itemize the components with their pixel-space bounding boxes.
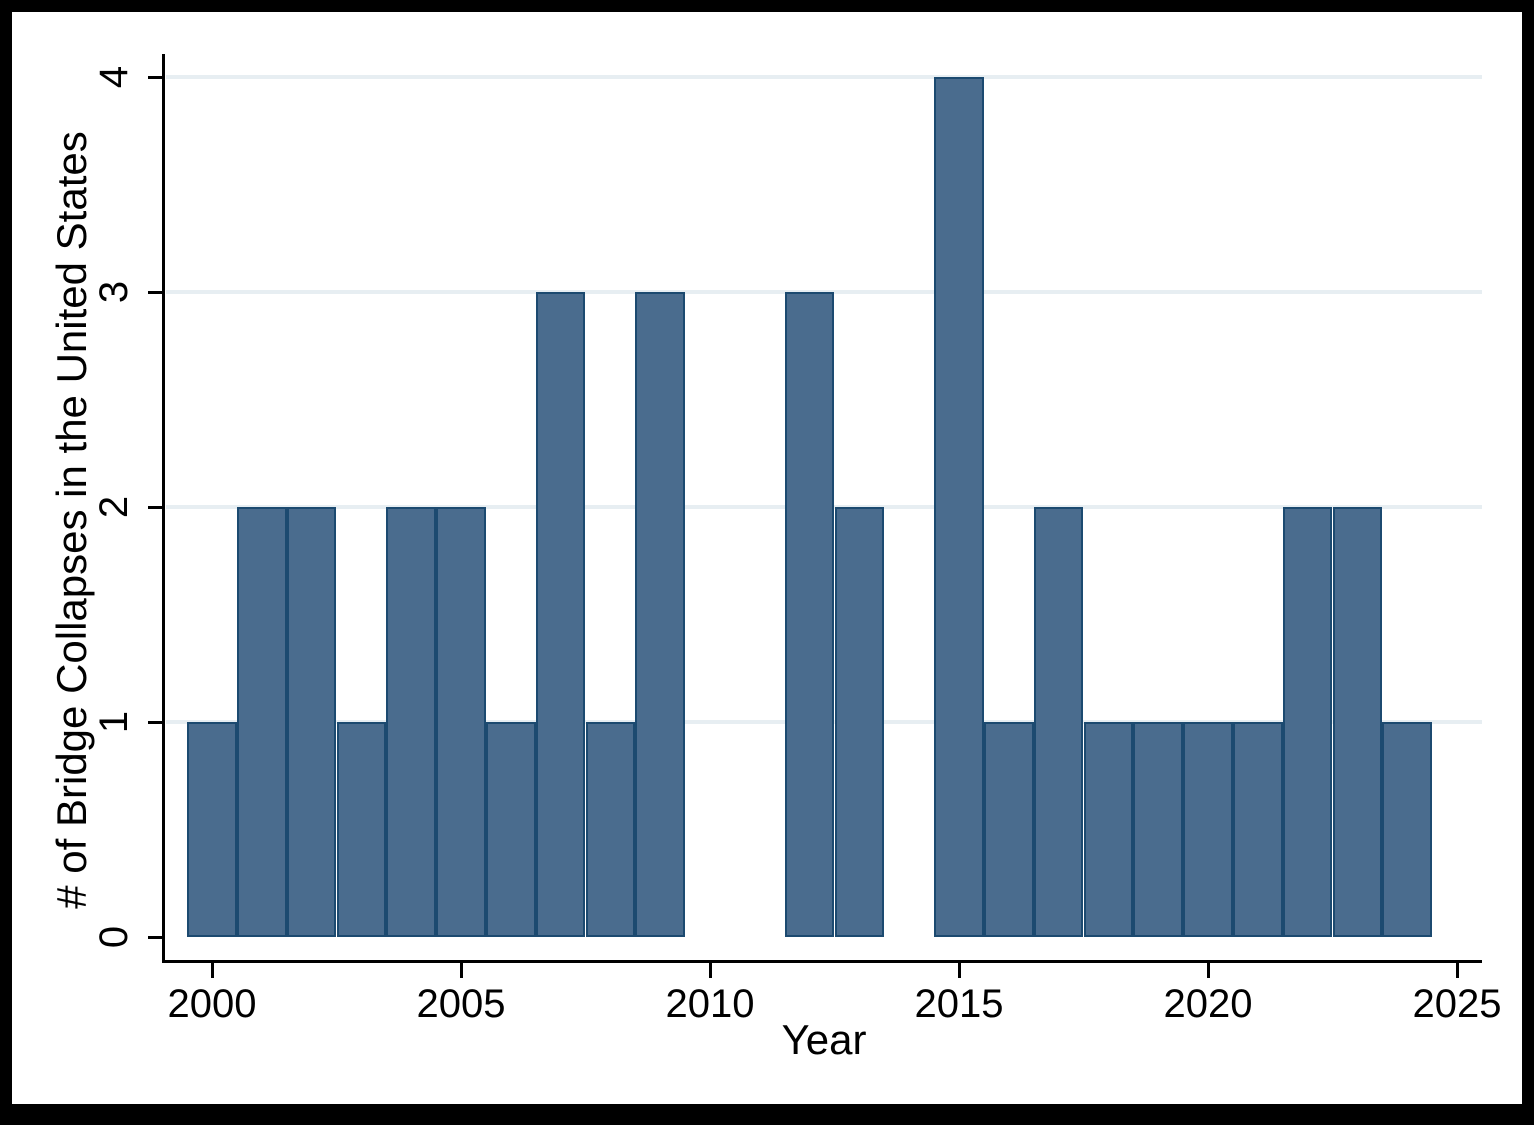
bar-2015 [934,77,984,937]
bar-2018 [1083,722,1134,937]
bar-2012 [784,292,835,937]
x-axis-title: Year [781,1016,867,1063]
x-tick-label-2025: 2025 [1412,982,1502,1026]
bar-2024 [1382,722,1433,937]
bar-2019 [1133,722,1184,937]
gridline-y-4 [166,75,1482,79]
bar-2007 [535,292,586,937]
bar-2003 [336,722,387,937]
bar-2017 [1033,507,1084,937]
bar-2013 [834,507,885,937]
x-axis-line [162,960,1482,963]
y-axis-title: # of Bridge Collapses in the United Stat… [48,131,95,909]
y-tick-4 [148,75,162,79]
y-tick-2 [148,505,162,509]
y-axis-line [162,54,165,963]
y-tick-label-4: 4 [91,65,136,89]
bar-2008 [585,722,636,937]
x-tick-label-2000: 2000 [167,982,257,1026]
bar-2005 [436,507,486,937]
x-tick-2000 [210,963,214,978]
bar-2020 [1183,722,1233,937]
bar-2021 [1232,722,1283,937]
bar-2000 [187,722,237,937]
x-tick-2025 [1455,963,1459,978]
y-tick-0 [148,935,162,939]
x-tick-label-2010: 2010 [665,982,755,1026]
x-tick-2010 [708,963,712,978]
y-tick-label-0: 0 [91,925,136,949]
x-tick-label-2015: 2015 [914,982,1004,1026]
bar-2001 [236,507,287,937]
bar-2023 [1332,507,1383,937]
bar-2004 [386,507,437,937]
y-tick-1 [148,720,162,724]
bar-2009 [635,292,686,937]
bar-2002 [286,507,337,937]
x-tick-label-2020: 2020 [1163,982,1253,1026]
x-tick-label-2005: 2005 [416,982,506,1026]
x-tick-2005 [459,963,463,978]
y-tick-3 [148,290,162,294]
bar-2022 [1282,507,1333,937]
x-tick-2015 [957,963,961,978]
bar-2006 [485,722,536,937]
bar-2016 [983,722,1034,937]
x-tick-2020 [1206,963,1210,978]
